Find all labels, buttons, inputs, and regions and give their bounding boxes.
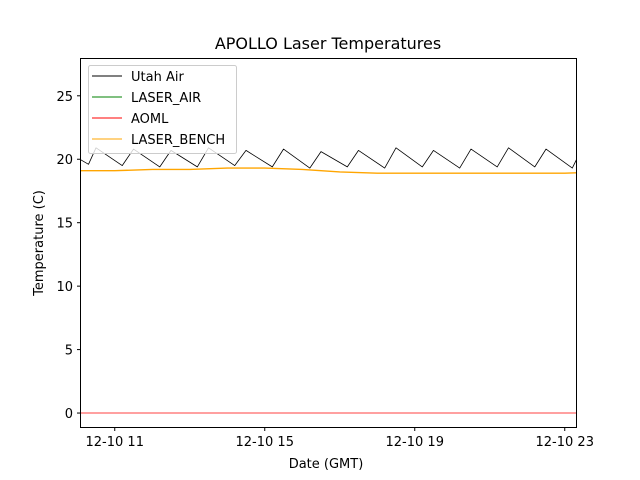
y-tick-label: 25: [56, 90, 73, 105]
plot-frame: [80, 58, 577, 428]
legend-label: Utah Air: [131, 70, 184, 85]
x-axis-label: Date (GMT): [289, 457, 364, 472]
x-tick-label: 12-10 19: [386, 435, 444, 450]
y-tick-label: 15: [56, 217, 73, 232]
y-axis: 0 5 10 15 20 25: [56, 90, 81, 422]
y-tick-label: 20: [56, 153, 73, 168]
legend-label: AOML: [131, 112, 169, 127]
y-tick-label: 10: [56, 280, 73, 295]
series-line-laser-bench: [81, 167, 576, 174]
x-tick-label: 12-10 23: [536, 435, 594, 450]
x-tick-label: 12-10 15: [236, 435, 294, 450]
y-tick-label: 5: [65, 344, 73, 359]
legend-label: LASER_AIR: [131, 91, 201, 106]
plot-lines: [81, 147, 576, 414]
y-tick-label: 0: [65, 407, 73, 422]
legend-box: [88, 65, 237, 154]
x-tick-label: 12-10 11: [86, 435, 144, 450]
y-axis-label: Temperature (C): [32, 190, 47, 297]
legend-label: LASER_BENCH: [131, 133, 225, 148]
series-line-utah-air: [81, 147, 576, 169]
legend: Utah Air LASER_AIR AOML LASER_BENCH: [88, 65, 237, 154]
chart-title: APOLLO Laser Temperatures: [215, 34, 441, 53]
